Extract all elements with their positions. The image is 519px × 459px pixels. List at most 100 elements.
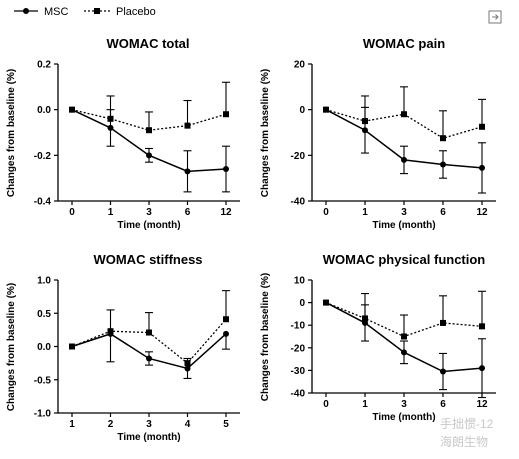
data-point-placebo <box>479 123 485 130</box>
y-tick-label: 0 <box>299 105 305 116</box>
x-tick-label: 0 <box>323 207 329 218</box>
expand-icon[interactable] <box>488 10 502 24</box>
watermark: 手拙惯-12 海朗生物 <box>440 416 494 449</box>
y-tick-label: 0.0 <box>37 105 51 116</box>
x-tick-label: 12 <box>476 399 488 410</box>
x-tick-label: 6 <box>185 207 191 218</box>
y-tick-label: 10 <box>294 276 306 287</box>
data-point-msc <box>146 355 152 362</box>
x-axis-label: Time (month) <box>117 432 180 443</box>
chart-panel-womac-total: WOMAC total Changes from baseline (%) Time… <box>6 36 240 231</box>
x-tick-label: 3 <box>401 399 407 410</box>
x-tick-label: 0 <box>323 399 329 410</box>
data-point-msc <box>184 168 191 175</box>
data-point-placebo <box>362 315 368 322</box>
x-tick-label: 6 <box>440 399 446 410</box>
y-tick-label: -0.5 <box>34 375 52 386</box>
series-line-placebo <box>71 318 227 365</box>
legend-placebo-marker <box>94 8 100 14</box>
legend-msc-marker <box>23 8 29 14</box>
x-tick-label: 6 <box>440 207 446 218</box>
legend-placebo-label: Placebo <box>116 6 156 18</box>
chart-panel-womac-physical-function: WOMAC physical function Changes from base… <box>260 252 496 423</box>
data-point-placebo <box>440 319 446 326</box>
y-tick-label: -40 <box>291 197 306 208</box>
data-point-msc <box>184 365 191 372</box>
data-point-msc <box>401 349 407 356</box>
chart-panel-womac-stiffness: WOMAC stiffness Changes from baseline (%)… <box>6 252 240 443</box>
y-tick-label: -0.4 <box>34 197 52 208</box>
watermark-name: 海朗生物 <box>440 434 488 449</box>
x-tick-label: 1 <box>362 399 368 410</box>
data-point-placebo <box>146 127 152 134</box>
x-tick-label: 1 <box>362 207 368 218</box>
y-axis-label: Changes from baseline (%) <box>6 69 17 197</box>
data-point-msc <box>146 152 152 159</box>
x-tick-label: 0 <box>69 207 75 218</box>
x-tick-label: 3 <box>146 419 152 430</box>
data-point-msc <box>223 330 229 337</box>
legend-msc-label: MSC <box>44 6 69 18</box>
y-tick-label: 0 <box>299 298 305 309</box>
data-point-placebo <box>479 323 485 330</box>
data-point-placebo <box>184 122 191 129</box>
chart-panel-womac-pain: WOMAC pain Changes from baseline (%) Time … <box>260 36 496 231</box>
data-point-placebo <box>107 328 114 335</box>
y-tick-label: 0.0 <box>37 342 51 353</box>
y-tick-label: -20 <box>291 151 306 162</box>
x-tick-label: 4 <box>185 419 191 430</box>
x-tick-label: 3 <box>401 207 407 218</box>
data-point-placebo <box>107 115 114 122</box>
x-tick-label: 5 <box>223 419 229 430</box>
chart-title: WOMAC stiffness <box>93 252 202 267</box>
watermark-handle: 手拙惯-12 <box>440 416 494 431</box>
y-tick-label: 1.0 <box>37 276 51 287</box>
data-point-placebo <box>184 360 191 367</box>
x-tick-label: 1 <box>108 207 114 218</box>
x-tick-label: 12 <box>220 207 232 218</box>
data-point-msc <box>223 166 229 173</box>
data-point-placebo <box>323 106 329 113</box>
data-point-placebo <box>223 316 229 323</box>
data-point-placebo <box>440 135 446 142</box>
data-point-msc <box>440 368 446 375</box>
data-point-msc <box>362 319 368 326</box>
data-point-msc <box>440 161 446 168</box>
data-point-msc <box>401 156 407 163</box>
y-axis-label: Changes from baseline (%) <box>260 273 271 401</box>
data-point-msc <box>479 365 485 372</box>
y-axis-label: Changes from baseline (%) <box>6 283 17 411</box>
data-point-placebo <box>69 106 75 113</box>
x-tick-label: 3 <box>146 207 152 218</box>
y-tick-label: -10 <box>291 321 306 332</box>
data-point-msc <box>107 124 114 131</box>
y-tick-label: 0.2 <box>37 60 51 71</box>
data-point-placebo <box>401 111 407 118</box>
legend: MSC Placebo <box>14 6 156 18</box>
y-tick-label: -40 <box>291 389 306 400</box>
chart-title: WOMAC pain <box>363 36 445 51</box>
chart-title: WOMAC total <box>106 36 189 51</box>
x-axis-label: Time (month) <box>372 412 435 423</box>
x-tick-label: 1 <box>69 419 75 430</box>
data-point-placebo <box>401 333 407 340</box>
data-point-placebo <box>223 111 229 118</box>
data-point-placebo <box>69 343 75 350</box>
y-axis-label: Changes from baseline (%) <box>260 69 271 197</box>
data-point-placebo <box>146 329 152 336</box>
chart-title: WOMAC physical function <box>323 252 486 267</box>
data-point-placebo <box>323 299 329 306</box>
data-point-msc <box>362 127 368 134</box>
x-axis-label: Time (month) <box>372 220 435 231</box>
x-tick-label: 12 <box>476 207 488 218</box>
y-tick-label: -0.2 <box>34 151 52 162</box>
y-tick-label: -1.0 <box>34 409 52 420</box>
x-axis-label: Time (month) <box>117 220 180 231</box>
data-point-msc <box>479 164 485 171</box>
y-tick-label: 0.5 <box>37 309 51 320</box>
y-tick-label: 20 <box>294 60 306 71</box>
x-tick-label: 2 <box>108 419 114 430</box>
y-tick-label: -30 <box>291 366 306 377</box>
data-point-placebo <box>362 118 368 125</box>
